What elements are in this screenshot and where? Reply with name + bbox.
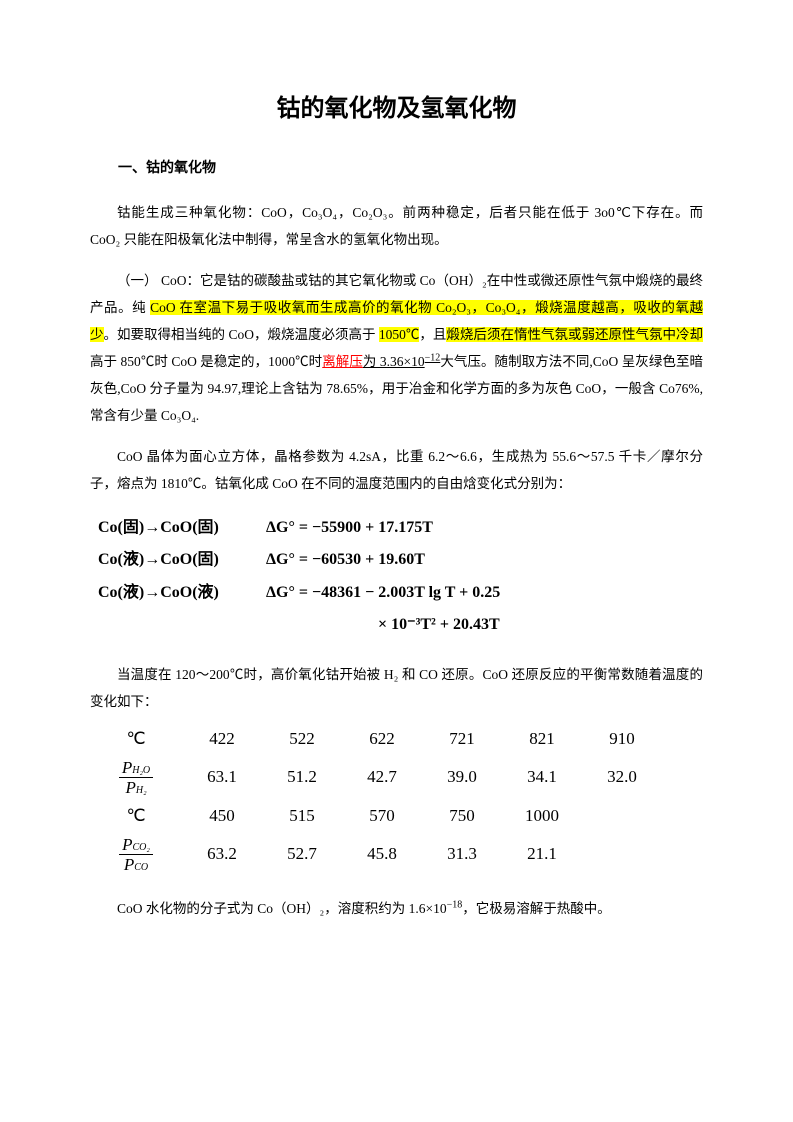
eq3-continuation: × 10⁻³T² + 20.43T [378,610,703,640]
p5-sup: −18 [447,899,463,910]
cell: 51.2 [262,767,342,787]
row1-label: ℃ [90,729,182,749]
row4-label: PCO₂ PCO [90,836,182,873]
p2-mid4: 为 3.36×10 [363,354,425,369]
cell: 750 [422,806,502,826]
page: 钴的氧化物及氢氧化物 一、钴的氧化物 钴能生成三种氧化物：CoO，Co₃O₄，C… [0,0,793,1122]
red-term: 离解压 [322,354,363,369]
table-row-4: PCO₂ PCO 63.2 52.7 45.8 31.3 21.1 [90,836,703,873]
table-row-1: ℃ 422 522 622 721 821 910 [90,729,703,749]
highlight-3: 煅烧后须在惰性气氛或弱还原性气氛中冷却 [446,327,703,342]
highlight-2: 1050℃ [379,327,420,342]
eq3-left: Co(液)→CoO(液) [98,578,248,608]
equation-2: Co(液)→CoO(固) ΔG° = −60530 + 19.60T [98,545,703,575]
paragraph-4: 当温度在 120～200℃时，高价氧化钴开始被 H₂ 和 CO 还原。CoO 还… [90,661,703,715]
cell: 910 [582,729,662,749]
cell: 515 [262,806,342,826]
cell: 42.7 [342,767,422,787]
p5-a: CoO 水化物的分子式为 Co（OH）₂，溶度积约为 1.6×10 [117,901,447,916]
table-row-3: ℃ 450 515 570 750 1000 [90,806,703,826]
cell: 821 [502,729,582,749]
equation-1: Co(固)→CoO(固) ΔG° = −55900 + 17.175T [98,513,703,543]
eq1-left: Co(固)→CoO(固) [98,513,248,543]
cell: 63.2 [182,844,262,864]
p2-mid3: 高于 850℃时 CoO 是稳定的，1000℃时 [90,354,322,369]
table-row-2: PH₂O PH₂ 63.1 51.2 42.7 39.0 34.1 32.0 [90,759,703,796]
equation-block: Co(固)→CoO(固) ΔG° = −55900 + 17.175T Co(液… [98,513,703,641]
cell: 1000 [502,806,582,826]
cell: 721 [422,729,502,749]
cell: 34.1 [502,767,582,787]
cell: 31.3 [422,844,502,864]
section-heading-1: 一、钴的氧化物 [90,157,703,177]
cell: 45.8 [342,844,422,864]
cell: 63.1 [182,767,262,787]
cell: 52.7 [262,844,342,864]
eq1-right: ΔG° = −55900 + 17.175T [266,513,433,543]
eq2-right: ΔG° = −60530 + 19.60T [266,545,425,575]
row2-label: PH₂O PH₂ [90,759,182,796]
cell: 32.0 [582,767,662,787]
fraction-icon: PCO₂ PCO [119,836,153,873]
paragraph-1: 钴能生成三种氧化物：CoO，Co₃O₄，Co₂O₃。前两种稳定，后者只能在低于 … [90,199,703,253]
p2-mid: 。如要取得相当纯的 CoO，煅烧温度必须高于 [104,327,379,342]
eq2-left: Co(液)→CoO(固) [98,545,248,575]
paragraph-2: （一） CoO：它是钴的碳酸盐或钴的其它氧化物或 Co（OH）₂在中性或微还原性… [90,267,703,429]
eq3-right: ΔG° = −48361 − 2.003T lg T + 0.25 [266,578,500,608]
cell: 21.1 [502,844,582,864]
cell: 422 [182,729,262,749]
paragraph-5: CoO 水化物的分子式为 Co（OH）₂，溶度积约为 1.6×10−18，它极易… [90,895,703,922]
equation-3: Co(液)→CoO(液) ΔG° = −48361 − 2.003T lg T … [98,578,703,608]
p5-b: ，它极易溶解于热酸中。 [462,901,611,916]
cell: 450 [182,806,262,826]
p2-sup: −12 [425,353,441,364]
row3-label: ℃ [90,806,182,826]
cell: 39.0 [422,767,502,787]
page-title: 钴的氧化物及氢氧化物 [90,88,703,123]
data-table: ℃ 422 522 622 721 821 910 PH₂O PH₂ 63.1 … [90,729,703,873]
cell: 570 [342,806,422,826]
p2-mid2: ，且 [419,327,446,342]
paragraph-3: CoO 晶体为面心立方体，晶格参数为 4.2sA，比重 6.2～6.6，生成热为… [90,443,703,497]
cell: 622 [342,729,422,749]
fraction-icon: PH₂O PH₂ [119,759,153,796]
cell: 522 [262,729,342,749]
